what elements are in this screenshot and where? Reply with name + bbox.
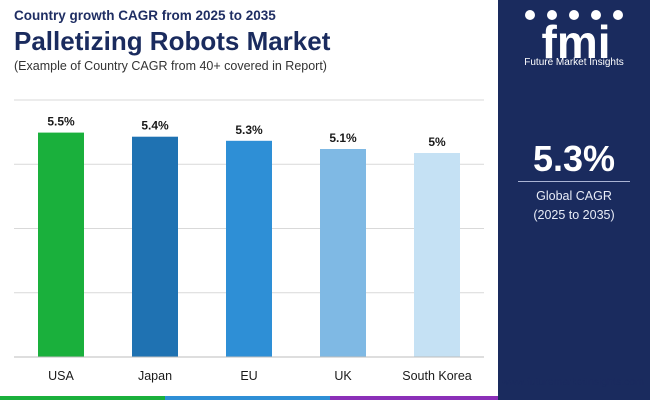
bar-south-korea[interactable] — [414, 153, 460, 357]
x-tick-label: USA — [48, 369, 74, 383]
chart-title: Palletizing Robots Market — [14, 26, 331, 56]
data-label: 5.3% — [235, 123, 263, 137]
data-label: 5.4% — [141, 119, 169, 133]
chart-subtitle: (Example of Country CAGR from 40+ covere… — [14, 59, 327, 73]
logo-wordmark: fmi — [542, 16, 611, 68]
divider — [518, 181, 630, 182]
chart-area: 5.5% USA 5.4% Japan 5.3% EU 5.1% UK 5% South Kore… — [14, 99, 484, 383]
x-tick-label: UK — [334, 369, 352, 383]
fmi-logo: fmi — [525, 10, 623, 68]
footer-strip-blue — [165, 396, 330, 400]
website-url[interactable]: www.futuremarketinsights.com — [501, 376, 644, 388]
bar-chart: 5.5% USA 5.4% Japan 5.3% EU 5.1% UK 5% South Kore… — [14, 99, 484, 383]
side-panel: fmi Future Market Insights 5.3% Global C… — [498, 0, 650, 400]
bar-uk[interactable] — [320, 149, 366, 357]
bar-japan[interactable] — [132, 136, 178, 357]
global-cagr-value: 5.3% — [532, 138, 616, 179]
chart-header: Country growth CAGR from 2025 to 2035 Pa… — [14, 8, 494, 74]
bar-eu[interactable] — [226, 140, 272, 357]
global-cagr-caption: Global CAGR (2025 to 2035) — [498, 187, 650, 225]
x-tick-label: EU — [240, 369, 257, 383]
footer-strip-green — [0, 396, 165, 400]
x-tick-label: South Korea — [402, 369, 472, 383]
chart-eyebrow: Country growth CAGR from 2025 to 2035 — [14, 8, 276, 23]
footer-strip-purple — [330, 396, 498, 400]
x-tick-label: Japan — [138, 369, 172, 383]
data-label: 5.1% — [329, 131, 357, 145]
global-cagr-label: Global CAGR — [536, 189, 612, 203]
logo-subtitle: Future Market Insights — [524, 57, 624, 68]
global-cagr-period: (2025 to 2035) — [533, 208, 615, 222]
data-label: 5.5% — [47, 115, 75, 129]
bar-usa[interactable] — [38, 132, 84, 357]
data-label: 5% — [428, 135, 446, 149]
